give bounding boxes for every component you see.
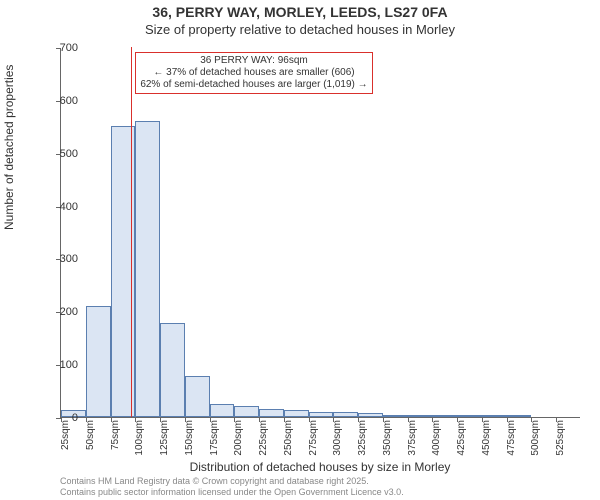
- footer-line-1: Contains HM Land Registry data © Crown c…: [60, 476, 369, 486]
- histogram-bar: [185, 376, 210, 417]
- histogram-bar: [234, 406, 259, 417]
- histogram-bar: [457, 415, 482, 417]
- x-tick-label: 450sqm: [481, 420, 492, 456]
- histogram-bar: [309, 412, 334, 417]
- histogram-bar: [259, 409, 284, 417]
- x-tick-label: 200sqm: [233, 420, 244, 456]
- histogram-bar: [210, 404, 235, 417]
- x-tick-label: 350sqm: [382, 420, 393, 456]
- x-tick-label: 475sqm: [506, 420, 517, 456]
- y-tick-label: 500: [38, 148, 78, 160]
- histogram-bar: [86, 306, 111, 417]
- x-tick-label: 50sqm: [85, 420, 96, 450]
- y-tick-label: 300: [38, 253, 78, 265]
- y-tick-label: 100: [38, 359, 78, 371]
- histogram-bar: [160, 323, 185, 417]
- x-tick-label: 225sqm: [258, 420, 269, 456]
- y-tick-label: 0: [38, 412, 78, 424]
- histogram-bar: [358, 413, 383, 417]
- y-axis-label: Number of detached properties: [2, 65, 16, 230]
- annotation-line: 36 PERRY WAY: 96sqm: [140, 55, 367, 67]
- histogram-bar: [408, 415, 433, 417]
- y-tick-label: 700: [38, 42, 78, 54]
- histogram-bar: [482, 415, 507, 417]
- x-tick-label: 375sqm: [407, 420, 418, 456]
- x-tick-label: 325sqm: [357, 420, 368, 456]
- x-tick-label: 275sqm: [308, 420, 319, 456]
- chart-container: 36, PERRY WAY, MORLEY, LEEDS, LS27 0FA S…: [0, 0, 600, 500]
- marker-line: [131, 47, 132, 417]
- x-tick-label: 150sqm: [184, 420, 195, 456]
- chart-title-2: Size of property relative to detached ho…: [0, 22, 600, 37]
- annotation-line: 62% of semi-detached houses are larger (…: [140, 79, 367, 91]
- chart-title-1: 36, PERRY WAY, MORLEY, LEEDS, LS27 0FA: [0, 4, 600, 20]
- x-tick-label: 400sqm: [431, 420, 442, 456]
- x-axis-label: Distribution of detached houses by size …: [60, 460, 580, 474]
- histogram-bar: [135, 121, 160, 417]
- x-tick-label: 75sqm: [110, 420, 121, 450]
- x-tick-label: 425sqm: [456, 420, 467, 456]
- y-tick-label: 400: [38, 201, 78, 213]
- x-tick-label: 525sqm: [555, 420, 566, 456]
- x-tick-label: 175sqm: [209, 420, 220, 456]
- x-tick-label: 25sqm: [60, 420, 71, 450]
- x-tick-label: 300sqm: [332, 420, 343, 456]
- plot-area: 36 PERRY WAY: 96sqm← 37% of detached hou…: [60, 48, 580, 418]
- histogram-bar: [507, 415, 532, 417]
- histogram-bar: [383, 415, 408, 417]
- y-tick-label: 600: [38, 95, 78, 107]
- y-tick-label: 200: [38, 306, 78, 318]
- x-tick-label: 250sqm: [283, 420, 294, 456]
- x-tick-label: 100sqm: [134, 420, 145, 456]
- x-tick-label: 125sqm: [159, 420, 170, 456]
- histogram-bar: [432, 415, 457, 417]
- annotation-box: 36 PERRY WAY: 96sqm← 37% of detached hou…: [135, 52, 372, 94]
- histogram-bar: [333, 412, 358, 417]
- histogram-bar: [284, 410, 309, 417]
- footer-line-2: Contains public sector information licen…: [60, 487, 404, 497]
- x-tick-label: 500sqm: [530, 420, 541, 456]
- annotation-line: ← 37% of detached houses are smaller (60…: [140, 67, 367, 79]
